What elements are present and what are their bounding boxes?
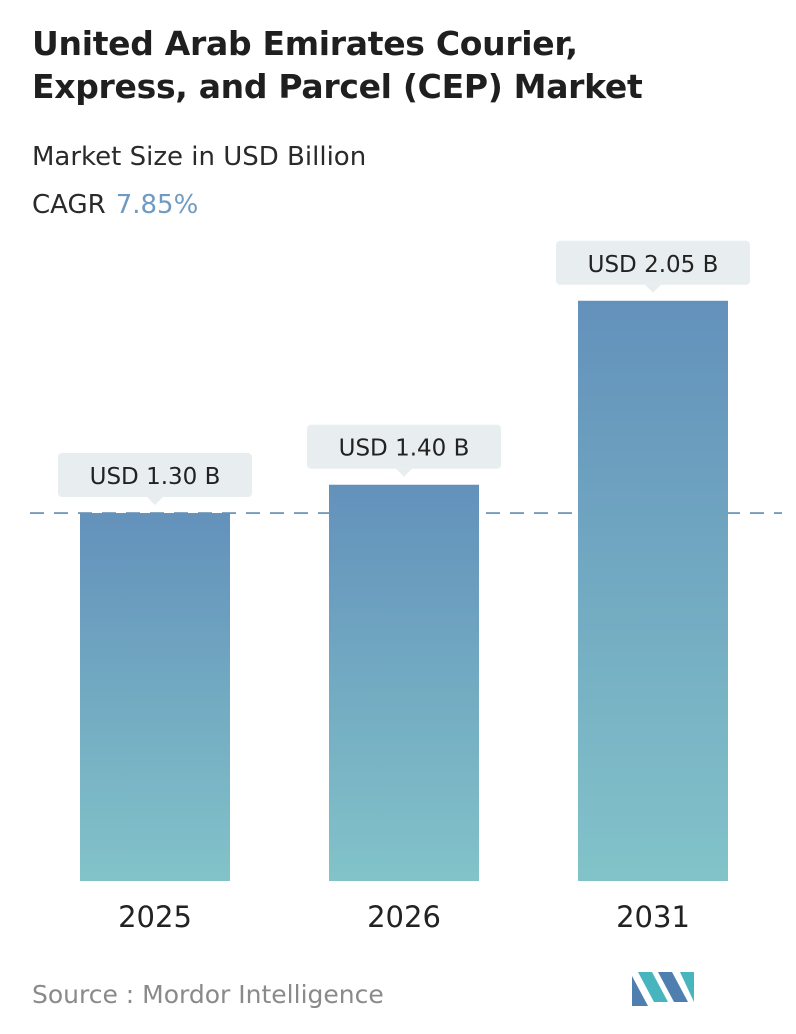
data-label-text: USD 1.40 B [339,436,470,462]
chart-subtitle: Market Size in USD Billion [32,142,367,172]
data-label-2031: USD 2.05 B [556,240,750,293]
data-label-text: USD 2.05 B [588,252,719,278]
x-tick-label: 2031 [616,900,690,934]
cagr-row: CAGR 7.85% [32,190,198,220]
x-tick-label: 2025 [118,900,192,934]
mordor-logo-icon [632,972,694,1006]
chart-title-line-2: Express, and Parcel (CEP) Market [32,67,643,106]
data-label-2025: USD 1.30 B [58,453,252,506]
chart-title: United Arab Emirates Courier, Express, a… [32,22,772,108]
chart-title-line-1: United Arab Emirates Courier, [32,24,578,63]
cagr-value: 7.85% [115,190,199,220]
bar-2026 [329,484,479,881]
cagr-label: CAGR [32,190,106,220]
source-text: Source : Mordor Intelligence [32,980,384,1009]
bar-2031 [578,300,728,881]
x-tick-label: 2026 [367,900,441,934]
data-label-text: USD 1.30 B [90,464,221,490]
bar-2025 [80,513,230,881]
data-label-2026: USD 1.40 B [307,424,501,477]
